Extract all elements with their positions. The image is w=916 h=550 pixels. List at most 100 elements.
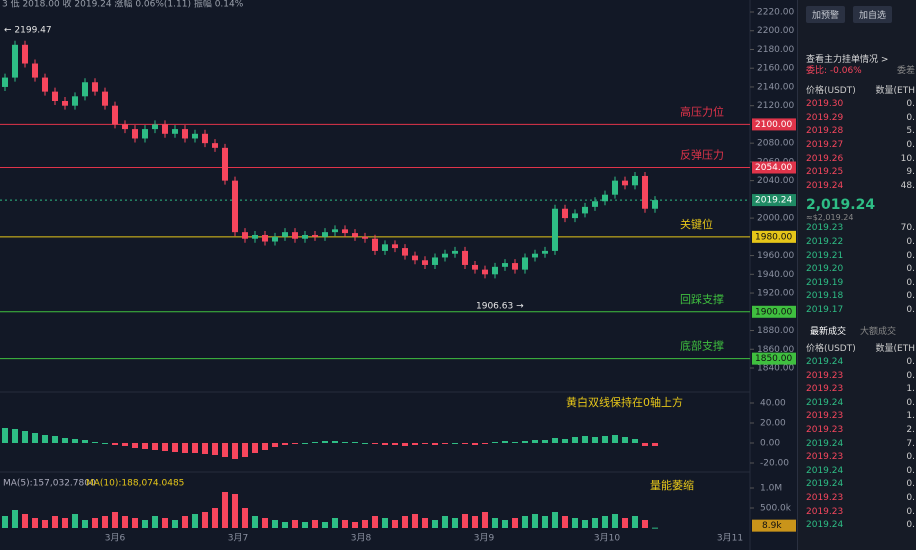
- macd-bar: [472, 443, 478, 445]
- head-cell: 数量(ETH: [875, 85, 915, 96]
- tab[interactable]: 最新成交: [810, 326, 847, 337]
- book-row: 2019.27 0.: [798, 139, 916, 153]
- macd-bar: [122, 443, 128, 446]
- volume-bar: [172, 520, 178, 528]
- table-head: 价格(USDT) 数量(ETH: [798, 85, 916, 99]
- qty: 0.: [906, 506, 915, 517]
- candle: [222, 147, 228, 181]
- price: 2019.29: [806, 112, 844, 123]
- volume-bar: [642, 520, 648, 528]
- button[interactable]: 加自选: [853, 6, 893, 23]
- macd-bar: [622, 437, 628, 443]
- candle: [482, 269, 488, 275]
- candle: [422, 260, 428, 265]
- tab[interactable]: 大额成交: [860, 326, 897, 337]
- candle: [192, 133, 198, 139]
- candle: [612, 180, 618, 195]
- volume-bar: [202, 512, 208, 528]
- qty: 1.: [906, 384, 915, 395]
- macd-bar: [402, 443, 408, 446]
- candle: [522, 257, 528, 270]
- vol-tag: [752, 519, 796, 532]
- candle: [592, 201, 598, 207]
- qty: 0.: [906, 370, 915, 381]
- volume-bar: [222, 492, 228, 528]
- price: 2019.24: [806, 465, 844, 476]
- volume-bar: [72, 514, 78, 528]
- candle: [22, 44, 28, 64]
- macd-bar: [332, 441, 338, 443]
- level-name: 关键位: [680, 217, 713, 231]
- vol-ma10: MA(10):188,074.0485: [86, 479, 184, 489]
- y-tick-label: 2180.00: [757, 45, 794, 55]
- candle: [332, 229, 338, 233]
- volume-bar: [322, 522, 328, 528]
- volume-bar: [452, 518, 458, 528]
- price: 2019.25: [806, 167, 844, 178]
- volume-bar: [532, 514, 538, 528]
- volume-bar: [402, 516, 408, 528]
- level-name: 底部支撑: [680, 339, 724, 353]
- book-row: 2019.24 0.: [798, 465, 916, 479]
- volume-bar: [92, 518, 98, 528]
- book-row: 2019.22 0.: [798, 236, 916, 250]
- qty: 0.: [906, 99, 915, 110]
- price: 2019.18: [806, 291, 844, 302]
- volume-bar: [312, 520, 318, 528]
- book-row: 2019.24 48.: [798, 180, 916, 194]
- macd-bar: [212, 443, 218, 455]
- book-row: 2019.23 1.: [798, 410, 916, 424]
- volume-bar: [612, 514, 618, 528]
- candle: [582, 206, 588, 214]
- candle: [532, 253, 538, 258]
- button[interactable]: 加预警: [806, 6, 846, 23]
- macd-bar: [162, 443, 168, 451]
- candle: [92, 82, 98, 92]
- candle: [312, 234, 318, 237]
- macd-bar: [192, 443, 198, 453]
- candle: [72, 96, 78, 106]
- macd-bar: [32, 433, 38, 443]
- macd-bar: [572, 437, 578, 443]
- main-orders: 查看主力挂单情况 >: [806, 55, 889, 65]
- price: 2019.24: [806, 520, 844, 531]
- price: 2019.23: [806, 493, 844, 504]
- candle: [42, 77, 48, 92]
- book-row: 2019.19 0.: [798, 277, 916, 291]
- candle: [52, 91, 58, 101]
- volume-bar: [182, 516, 188, 528]
- macd-bar: [232, 443, 238, 459]
- macd-bar: [642, 443, 648, 446]
- last-price-tag: [752, 194, 796, 207]
- big-price: 2,019.24: [806, 197, 876, 214]
- qty: 48.: [900, 180, 915, 191]
- macd-bar: [462, 443, 468, 444]
- high-note: ← 2199.47: [4, 26, 52, 36]
- y-tick-label: 2040.00: [757, 176, 794, 186]
- macd-bar: [112, 443, 118, 445]
- macd-bar: [632, 439, 638, 443]
- macd-bar: [362, 443, 368, 444]
- volume-bar: [502, 520, 508, 528]
- volume-bar: [292, 520, 298, 528]
- macd-bar: [602, 436, 608, 443]
- macd-bar: [542, 440, 548, 443]
- price: 2019.30: [806, 99, 844, 110]
- button-row: 加预警 加自选: [798, 0, 916, 28]
- y-tick-label: 2000.00: [757, 214, 794, 224]
- qty: 1.: [906, 411, 915, 422]
- table-head: 价格(USDT) 数量(ETH: [798, 343, 916, 357]
- book-row: 2019.30 0.: [798, 98, 916, 112]
- qty: 10.: [900, 153, 915, 164]
- macd-note: 黄白双线保持在0轴上方: [566, 395, 683, 409]
- macd-bar: [562, 439, 568, 443]
- candle: [262, 234, 268, 242]
- candle: [232, 180, 238, 233]
- candle: [442, 253, 448, 258]
- candle: [602, 194, 608, 202]
- macd-bar: [182, 443, 188, 453]
- volume-bar: [472, 516, 478, 528]
- x-label: 3月6: [105, 533, 126, 544]
- candle: [642, 175, 648, 209]
- volume-bar: [262, 518, 268, 528]
